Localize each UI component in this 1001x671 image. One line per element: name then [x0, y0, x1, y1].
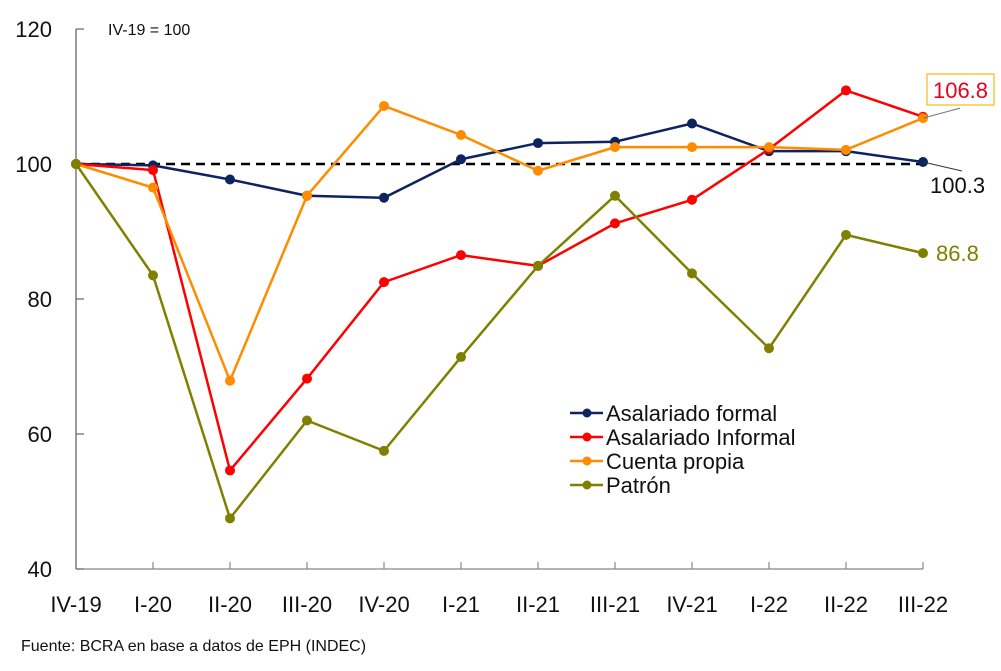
series-patron [71, 159, 928, 524]
legend-swatch-marker [582, 432, 592, 442]
x-tick-label: II-22 [824, 592, 868, 617]
data-point [456, 129, 466, 140]
data-point [379, 100, 389, 111]
x-tick-label: III-20 [282, 592, 332, 617]
series-asalariado-informal [71, 85, 928, 476]
data-point [379, 277, 389, 288]
data-point [687, 118, 697, 129]
data-point [302, 373, 312, 384]
data-point [764, 142, 774, 153]
data-point [687, 194, 697, 205]
y-tick-label: 60 [28, 422, 52, 447]
y-tick-label: 40 [28, 557, 52, 582]
x-tick-label: IV-20 [358, 592, 409, 617]
legend-item-asalariado-informal: Asalariado Informal [570, 425, 796, 450]
data-point [456, 154, 466, 165]
x-tick-label: IV-21 [666, 592, 717, 617]
data-point [302, 190, 312, 201]
x-tick-label: III-21 [590, 592, 640, 617]
annotation-label: 86.8 [936, 241, 979, 266]
y-tick-label: 80 [28, 287, 52, 312]
data-point [302, 415, 312, 426]
series-cuenta-propia [71, 100, 928, 386]
annotation-leader [922, 107, 961, 119]
annotations-group: 106.8 100.3 86.8 [922, 73, 995, 266]
x-tick-label: II-21 [516, 592, 560, 617]
data-point [225, 465, 235, 476]
legend-swatch-marker [582, 480, 592, 490]
series-line [75, 104, 924, 382]
data-point [841, 144, 851, 155]
base-note: IV-19 = 100 [108, 22, 190, 39]
data-point [764, 343, 774, 354]
y-tick-label: 100 [15, 152, 52, 177]
x-tick-label: I-21 [442, 592, 480, 617]
data-point [687, 142, 697, 153]
x-tick-label: IV-19 [50, 592, 101, 617]
legend-item-asalariado-formal: Asalariado formal [570, 401, 777, 426]
series-asalariado-formal [71, 118, 928, 203]
legend-item-patron: Patrón [570, 473, 671, 498]
source-note: Fuente: BCRA en base a datos de EPH (IND… [21, 638, 367, 655]
legend-item-cuenta-propia: Cuenta propia [570, 449, 745, 474]
data-point [533, 165, 543, 176]
legend-swatch-marker [582, 456, 592, 466]
data-point [379, 192, 389, 203]
annotation-label: 100.3 [930, 173, 985, 198]
data-point [71, 159, 81, 169]
series-line [75, 89, 924, 472]
data-point [610, 218, 620, 229]
legend-label: Patrón [606, 473, 671, 498]
data-point [918, 248, 928, 259]
data-point [687, 268, 697, 279]
data-point [533, 138, 543, 149]
x-tick-label: III-22 [898, 592, 948, 617]
series-line [74, 163, 924, 520]
data-point [379, 445, 389, 456]
data-point [225, 375, 235, 386]
data-point [533, 260, 543, 271]
legend-label: Asalariado formal [606, 401, 777, 426]
x-tick-label: I-22 [750, 592, 788, 617]
data-point [456, 250, 466, 261]
legend-label: Asalariado Informal [606, 425, 796, 450]
data-point [148, 165, 158, 176]
y-tick-label: 120 [15, 17, 52, 42]
annotation-leader [922, 161, 963, 172]
x-tick-label: I-20 [134, 592, 172, 617]
data-point [225, 174, 235, 185]
series-line [75, 122, 924, 199]
series-group [71, 85, 928, 524]
annotation-label: 106.8 [933, 78, 988, 103]
data-point [610, 142, 620, 153]
data-point [148, 270, 158, 281]
data-point [610, 190, 620, 201]
axes: 40 60 80 100 120 IV-19 I-20 II-20 III-20 IV-20 I-2… [15, 17, 948, 617]
data-point [456, 352, 466, 363]
data-point [841, 229, 851, 240]
data-point [148, 182, 158, 193]
x-tick-label: II-20 [208, 592, 252, 617]
legend-swatch-marker [582, 408, 592, 418]
data-point [841, 85, 851, 96]
annotation-box [926, 73, 995, 106]
legend-label: Cuenta propia [606, 449, 745, 474]
data-point [225, 513, 235, 524]
